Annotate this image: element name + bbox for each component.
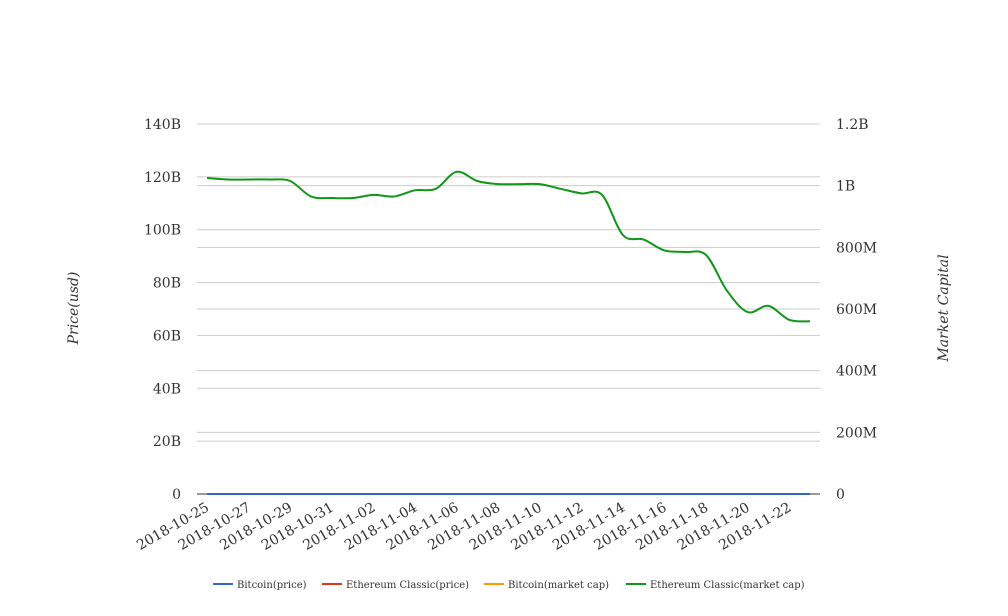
y2-tick-label: 600M — [836, 302, 877, 318]
y-tick-label: 20B — [153, 434, 181, 450]
y-tick-label: 60B — [153, 328, 181, 344]
y-tick-label: 0 — [172, 487, 181, 503]
y2-tick-label: 800M — [836, 240, 877, 256]
axes: 0 20B 40B 60B 80B 100B 120B 140B 0 200M 400M 600M 80… — [134, 117, 877, 554]
legend-label: Bitcoin(market cap) — [508, 580, 609, 591]
y2-axis-title: Market Capital — [936, 254, 952, 362]
legend-item-bitcoin-market-cap[interactable]: Bitcoin(market cap) — [484, 580, 609, 591]
y2-tick-label: 0 — [836, 487, 845, 503]
legend-item-ethereum-classic-market-cap[interactable]: Ethereum Classic(market cap) — [626, 580, 805, 591]
legend: Bitcoin(price) Ethereum Classic(price) Bit… — [213, 580, 805, 591]
y-tick-label: 40B — [153, 381, 181, 397]
legend-item-ethereum-classic-price[interactable]: Ethereum Classic(price) — [322, 580, 469, 591]
y-tick-label: 120B — [144, 170, 181, 186]
legend-item-bitcoin-price[interactable]: Bitcoin(price) — [213, 580, 307, 591]
y-tick-label: 140B — [144, 117, 181, 133]
y2-tick-label: 200M — [836, 425, 877, 441]
grid-lines — [197, 123, 820, 442]
legend-label: Ethereum Classic(market cap) — [650, 580, 805, 591]
y-axis-title: Price(usd) — [66, 272, 82, 346]
series-lines — [206, 170, 811, 495]
legend-label: Ethereum Classic(price) — [346, 580, 469, 591]
legend-label: Bitcoin(price) — [237, 580, 307, 591]
series-line-ethereum-classic-market-cap — [206, 170, 811, 323]
y2-tick-label: 1.2B — [836, 117, 869, 133]
y2-tick-label: 400M — [836, 364, 877, 380]
y-tick-label: 80B — [153, 276, 181, 292]
y2-tick-label: 1B — [836, 179, 855, 195]
y-tick-label: 100B — [144, 223, 181, 239]
